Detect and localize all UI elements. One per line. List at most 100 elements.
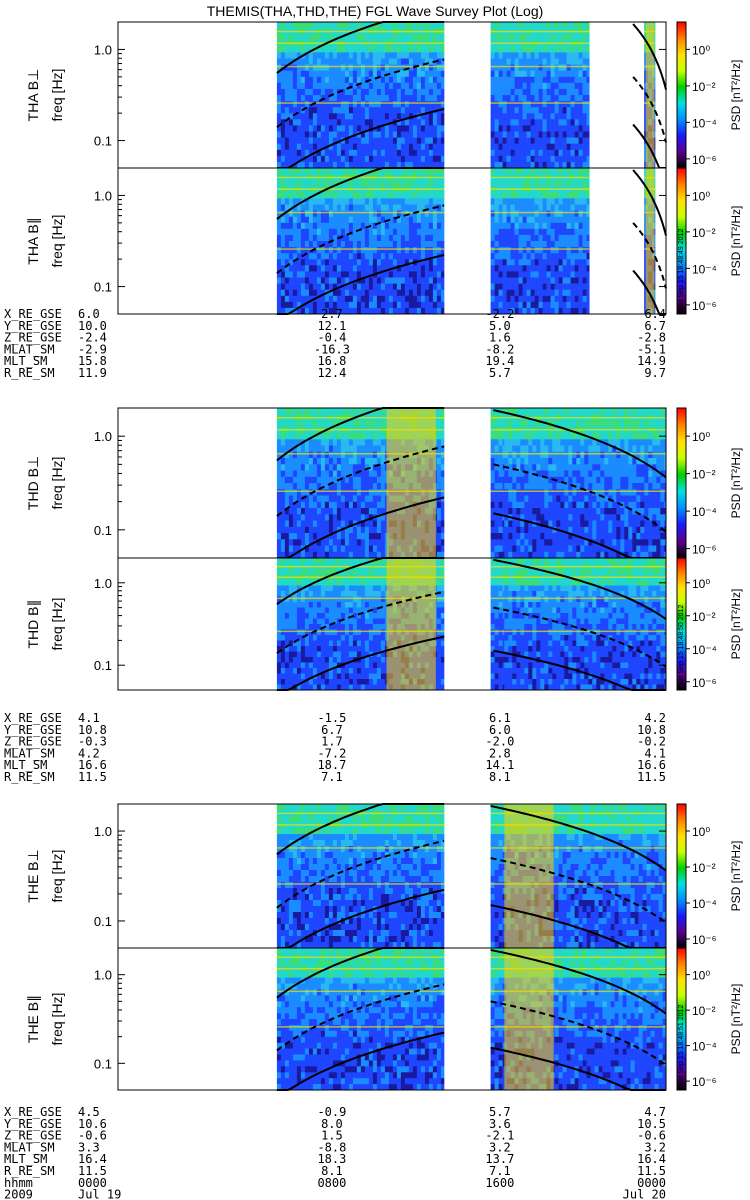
colorbar (676, 407, 687, 559)
ephemeris-value: 14.1 (485, 758, 514, 772)
ephemeris-value: 4.2 (644, 711, 666, 725)
ephemeris-row-name: Y_RE_GSE (4, 723, 62, 737)
wave-power-band (504, 804, 554, 948)
colorbar-tick-label: 10⁰ (692, 577, 710, 591)
ephemeris-value: 18.3 (317, 1152, 346, 1166)
spectrogram-segment (490, 408, 505, 559)
ephemeris-value: 3.2 (489, 1140, 511, 1154)
gyrofrequency-curve (490, 805, 667, 872)
ephemeris-value: 6.0 (489, 723, 511, 737)
ephemeris-row-name: R_RE_SM (4, 770, 55, 784)
ephemeris-value: -8.2 (485, 342, 514, 356)
gyrofrequency-curve (276, 983, 445, 1052)
ephemeris-value: 10.8 (637, 723, 666, 737)
y-tick-label: 0.1 (94, 523, 112, 538)
ephemeris-row-name: Y_RE_GSE (4, 319, 62, 333)
spectrogram-segment (276, 948, 445, 1091)
colorbar (676, 803, 687, 949)
colorbar-label: PSD [nT²/Hz] (729, 60, 743, 131)
ephemeris-table: X_RE_GSE 6.0 2.7 -2.2 6.4 Y_RE_GSE 10.0 12.1 5.0… (4, 307, 666, 380)
spectrogram-panel: 1.0 0.1 THD B⊥ freq [Hz] 10⁰ 10⁻² 10⁻⁴ 10⁻⁶ PSD … (25, 407, 743, 559)
colorbar-label: PSD [nT²/Hz] (729, 206, 743, 277)
ephemeris-value: -0.9 (317, 1105, 346, 1119)
ephemeris-value: 9.7 (644, 366, 666, 380)
ephemeris-value: 4.5 (78, 1105, 100, 1119)
colorbar-tick-label: 10⁰ (692, 43, 710, 57)
gyrofrequency-curve (276, 888, 445, 949)
ephemeris-value: 0000 (78, 1176, 107, 1190)
gyrofrequency-curve (276, 445, 445, 517)
gyrofrequency-curve (276, 590, 445, 655)
spectrogram-segment (490, 22, 590, 169)
y-tick-label: 1.0 (94, 576, 112, 591)
wave-power-band (645, 168, 655, 314)
date-end: Jul 20 (623, 1188, 666, 1200)
ephemeris-value: -2.2 (485, 307, 514, 321)
ephemeris-value: 5.7 (489, 366, 511, 380)
ephemeris-value: 10.6 (78, 1117, 107, 1131)
ephemeris-row-name: MLAT_SM (4, 746, 55, 760)
colorbar-tick-label: 10⁻² (692, 468, 716, 482)
ephemeris-value: 12.1 (317, 319, 346, 333)
y-tick-label: 0.1 (94, 658, 112, 673)
gyrofrequency-curve (493, 606, 667, 668)
ephemeris-value: 3.2 (644, 1140, 666, 1154)
gyrofrequency-curve (276, 108, 445, 169)
ephemeris-value: 3.3 (78, 1140, 100, 1154)
y-tick-label: 0.1 (94, 1056, 112, 1071)
gyrofrequency-curve (490, 857, 667, 924)
ephemeris-row-name: X_RE_GSE (4, 711, 62, 725)
y-tick-label: 1.0 (94, 968, 112, 983)
spectrogram-segment (490, 168, 590, 315)
ephemeris-row-name: MLAT_SM (4, 342, 55, 356)
spectrogram-panel: 1.0 0.1 THD B∥ freq [Hz] 10⁰ 10⁻² 10⁻⁴ 10⁻⁶ PSD … (25, 557, 743, 691)
gyrofrequency-curve (276, 204, 445, 274)
spectrogram-segment (504, 558, 667, 691)
ephemeris-value: 12.4 (317, 366, 346, 380)
ephemeris-value: 6.0 (78, 307, 100, 321)
colorbar-tick-label: 10⁻⁶ (692, 299, 717, 313)
ephemeris-value: 0000 (637, 1176, 666, 1190)
spectrogram-segment (504, 408, 667, 559)
ephemeris-value: -2.0 (485, 735, 514, 749)
gyrofrequency-curve (632, 169, 667, 236)
y-axis-label: freq [Hz] (49, 850, 65, 903)
colorbar-tick-label: 10⁻⁶ (692, 543, 717, 557)
ephemeris-value: 16.4 (637, 1152, 666, 1166)
colorbar-tick-label: 10⁻² (692, 226, 716, 240)
colorbar-tick-label: 10⁰ (692, 825, 710, 839)
ephemeris-value: 10.0 (78, 319, 107, 333)
spectrogram-segment (276, 804, 445, 949)
panel-label: THA B∥ (25, 217, 41, 264)
ephemeris-value: -2.9 (78, 342, 107, 356)
gyrofrequency-curve (493, 409, 667, 479)
colorbar-tick-label: 10⁻⁴ (692, 505, 717, 519)
panel-label: THD B∥ (25, 600, 41, 649)
gyrofrequency-curve (632, 23, 667, 90)
ephemeris-value: 11.5 (78, 1164, 107, 1178)
ephemeris-value: 6.7 (644, 319, 666, 333)
ephemeris-value: 5.0 (489, 319, 511, 333)
date-year: 2009 (4, 1188, 33, 1200)
ephemeris-value: -5.1 (637, 342, 666, 356)
gyrofrequency-curve (632, 222, 667, 289)
spectrogram-panel: 1.0 0.1 THA B⊥ freq [Hz] 10⁰ 10⁻² 10⁻⁴ 10⁻⁶ PSD … (25, 21, 743, 169)
ephemeris-value: 16.6 (78, 758, 107, 772)
panel-label: THE B∥ (25, 995, 41, 1043)
colorbar-tick-label: 10⁻⁴ (692, 643, 717, 657)
ephemeris-table: X_RE_GSE 4.1 -1.5 6.1 4.2 Y_RE_GSE 10.8 6.7 6.0 1… (4, 711, 666, 784)
ephemeris-value: -8.8 (317, 1140, 346, 1154)
ephemeris-value: -16.3 (314, 342, 350, 356)
timestamp-stamp: Sat Sep 15 18:48:51 2012 (678, 1005, 685, 1086)
gyrofrequency-curve (276, 635, 445, 691)
panel-frame (117, 947, 667, 1091)
ephemeris-value: -0.3 (78, 735, 107, 749)
colorbar (676, 21, 687, 169)
gyrofrequency-curve (493, 558, 667, 620)
ephemeris-row-name: Z_RE_GSE (4, 1129, 62, 1143)
panel-label: THA B⊥ (25, 69, 41, 122)
ephemeris-value: 14.9 (637, 354, 666, 368)
ephemeris-value: 2.8 (489, 746, 511, 760)
ephemeris-value: 6.7 (321, 723, 343, 737)
colorbar-tick-label: 10⁻² (692, 80, 716, 94)
